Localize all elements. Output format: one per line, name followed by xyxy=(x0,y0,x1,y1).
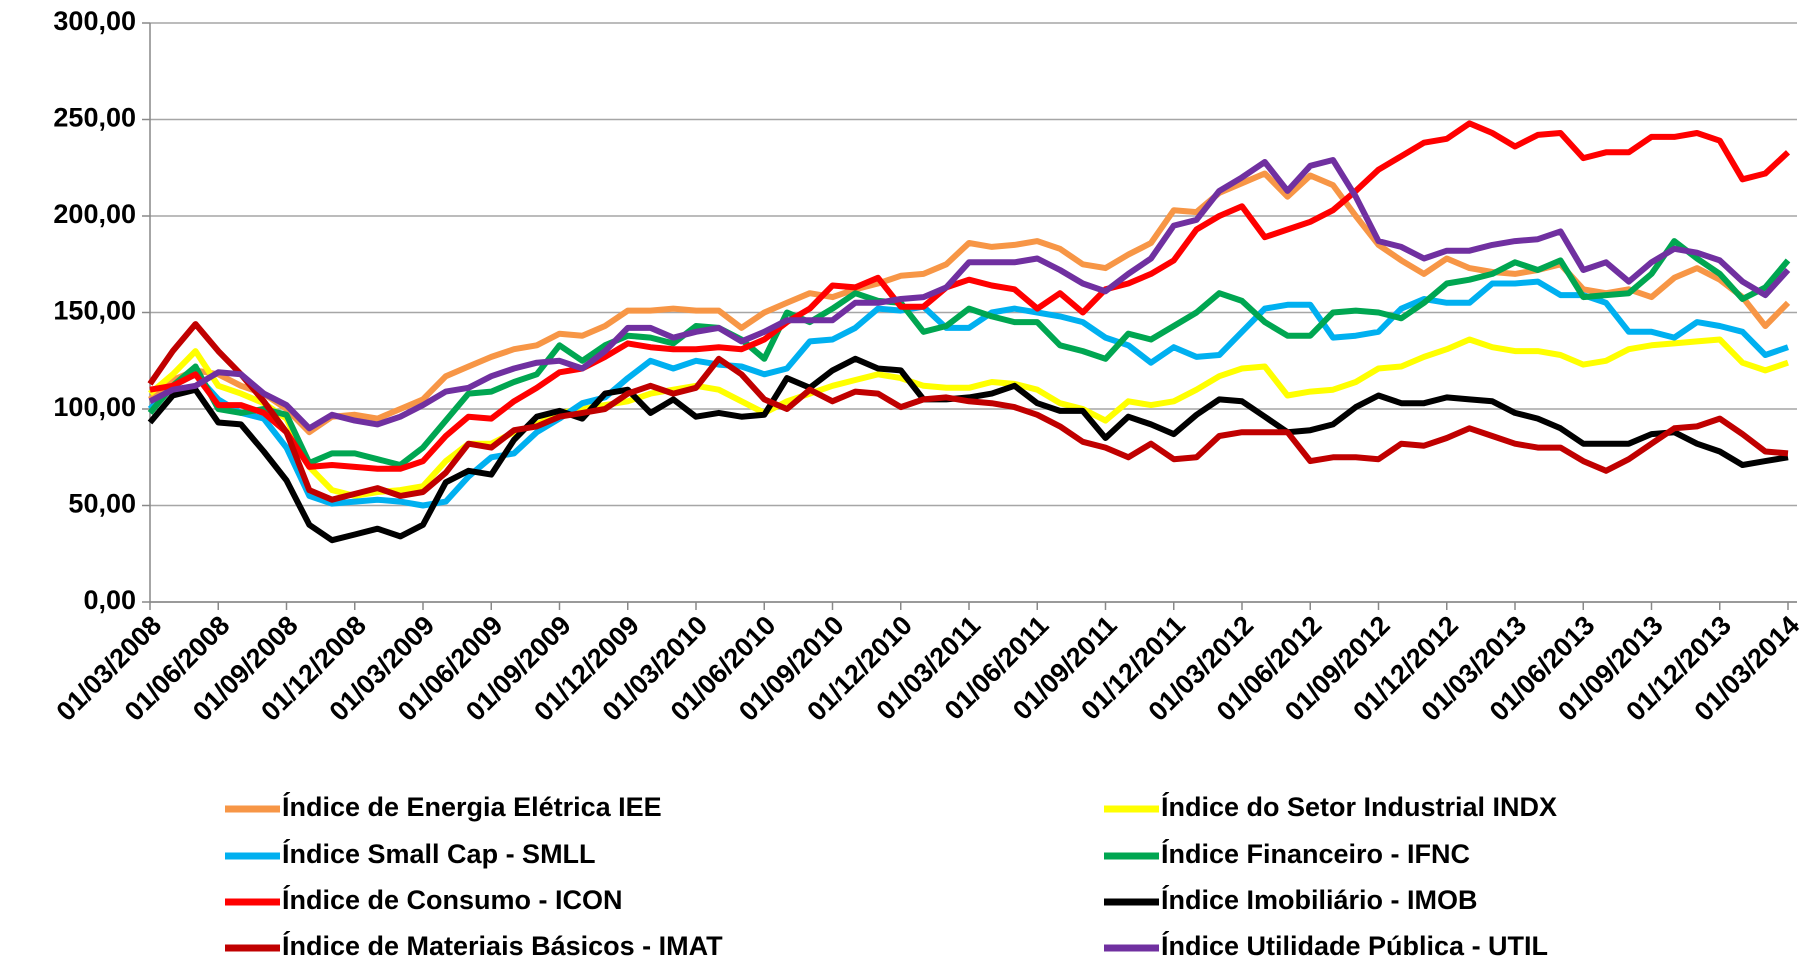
legend-label: Índice Small Cap - SMLL xyxy=(282,838,596,869)
y-tick-label: 0,00 xyxy=(83,585,136,615)
legend-label: Índice Utilidade Pública - UTIL xyxy=(1161,930,1548,961)
legend-label: Índice de Consumo - ICON xyxy=(282,884,623,915)
series-line xyxy=(147,238,1791,468)
y-tick-label: 50,00 xyxy=(68,489,136,519)
y-tick-label: 150,00 xyxy=(53,296,136,326)
y-tick-label: 300,00 xyxy=(53,6,136,36)
y-tick-label: 200,00 xyxy=(53,199,136,229)
legend-label: Índice Financeiro - IFNC xyxy=(1161,838,1470,869)
legend-label: Índice Imobiliário - IMOB xyxy=(1161,884,1478,915)
series-line xyxy=(149,120,1791,472)
series-line xyxy=(147,355,1789,544)
series-line xyxy=(148,157,1791,432)
series-line xyxy=(147,278,1789,509)
series-line xyxy=(148,336,1789,499)
legend-label: Índice do Setor Industrial INDX xyxy=(1161,791,1557,822)
y-tick-label: 250,00 xyxy=(53,103,136,133)
legend-label: Índice de Energia Elétrica IEE xyxy=(282,791,662,822)
series-line xyxy=(148,170,1791,436)
y-tick-label: 100,00 xyxy=(53,392,136,422)
series-line xyxy=(147,321,1789,503)
legend-label: Índice de Materiais Básicos - IMAT xyxy=(282,930,723,961)
